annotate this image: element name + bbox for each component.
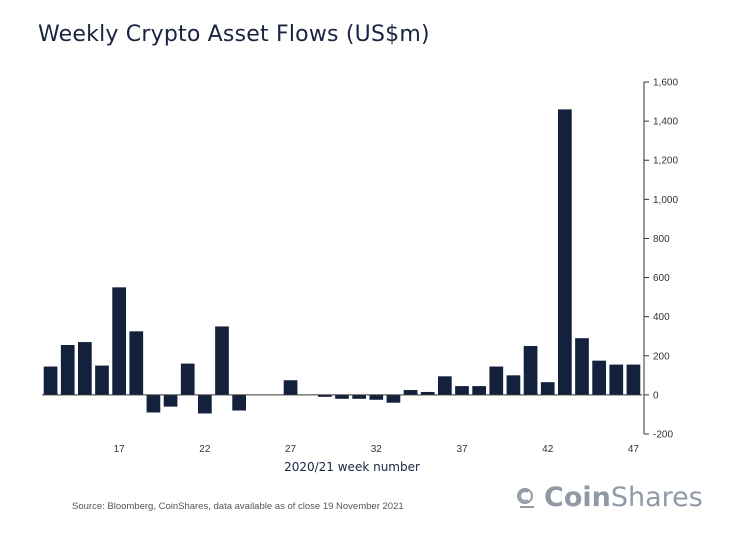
y-tick-label: 1,400 [653, 117, 678, 128]
source-note: Source: Bloomberg, CoinShares, data avai… [72, 501, 404, 512]
bar-week-23 [215, 326, 229, 395]
bar-week-33 [386, 394, 401, 403]
bar-week-20 [163, 394, 178, 407]
coinshares-logo-icon [517, 487, 534, 508]
bar-week-47 [626, 364, 641, 395]
logo-text-coin: Coin [544, 482, 611, 513]
y-tick-label: 200 [653, 351, 670, 362]
y-tick-label: 800 [653, 234, 670, 245]
bar-week-41 [523, 346, 538, 395]
chart-title: Weekly Crypto Asset Flows (US$m) [38, 22, 430, 47]
logo-text-shares: Shares [610, 482, 703, 513]
bar-week-21 [180, 363, 195, 395]
x-tick-label: 17 [114, 444, 126, 455]
bar-week-31 [352, 394, 366, 399]
axes-group: -200 0 200 400 600 800 1,000 1,200 1,400 1,600 17 2… [42, 78, 678, 455]
y-tick-label: -200 [653, 430, 673, 441]
bar-week-42 [540, 382, 555, 395]
x-tick-label: 47 [628, 444, 640, 455]
bar-week-16 [95, 365, 109, 395]
bar-week-38 [472, 386, 486, 395]
y-tick-label: 0 [653, 390, 659, 401]
coinshares-logo: Coin Shares [516, 482, 703, 513]
bar-week-46 [609, 364, 624, 395]
y-tick-label: 1,200 [653, 156, 678, 167]
bar-week-19 [146, 394, 161, 413]
x-tick-label: 42 [542, 444, 554, 455]
y-tick-label: 1,000 [653, 195, 678, 206]
bar-week-13 [43, 366, 58, 395]
bar-week-14 [60, 345, 75, 395]
bar-week-17 [112, 287, 126, 395]
x-tick-label: 22 [199, 444, 211, 455]
bar-week-35 [420, 391, 435, 395]
y-tick-label: 600 [653, 273, 670, 284]
x-axis-label: 2020/21 week number [284, 460, 420, 474]
bar-week-36 [438, 376, 452, 395]
bars-group [43, 109, 641, 414]
bar-week-45 [592, 360, 606, 395]
bar-week-27 [283, 380, 298, 395]
x-tick-label: 37 [456, 444, 468, 455]
bar-week-44 [575, 338, 589, 395]
bar-week-30 [335, 394, 349, 399]
bar-week-32 [369, 394, 384, 400]
bar-week-43 [558, 109, 572, 395]
bar-week-34 [403, 390, 418, 395]
y-tick-label: 400 [653, 312, 670, 323]
bar-week-24 [232, 394, 246, 411]
bar-week-37 [455, 386, 469, 395]
bar-week-15 [78, 342, 92, 395]
bar-week-18 [129, 331, 144, 395]
bar-week-39 [489, 366, 504, 395]
bar-week-29 [318, 394, 332, 397]
bar-week-22 [198, 394, 212, 414]
x-tick-label: 27 [285, 444, 297, 455]
x-tick-label: 32 [371, 444, 383, 455]
y-tick-label: 1,600 [653, 78, 678, 89]
bar-week-40 [506, 375, 521, 395]
